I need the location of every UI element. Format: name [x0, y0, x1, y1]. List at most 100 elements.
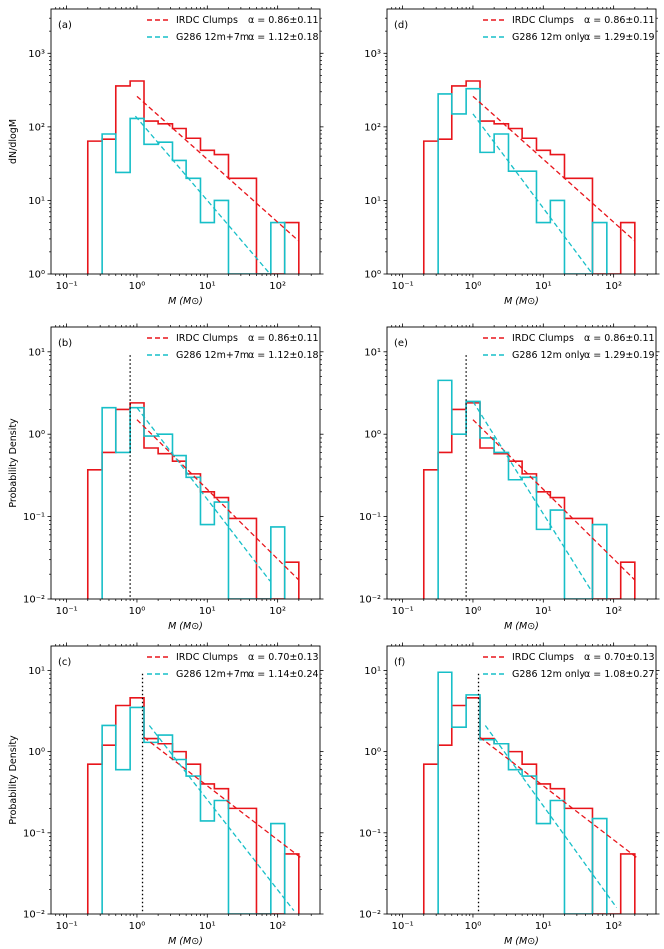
legend-label: G286 12m+7m	[176, 350, 249, 361]
y-tick-label: 10¹	[364, 666, 381, 677]
legend-label: IRDC Clumps	[176, 333, 238, 344]
x-tick-label: 10²	[269, 606, 286, 617]
x-tick-label: 10⁰	[465, 921, 482, 932]
y-tick-label: 10⁰	[364, 430, 381, 441]
y-tick-label: 10⁻¹	[359, 828, 381, 839]
y-tick-label: 10⁻²	[23, 910, 45, 921]
y-tick-label: 10⁻²	[359, 595, 381, 606]
y-tick-label: 10⁻¹	[23, 828, 45, 839]
fit-line-irdc	[136, 95, 300, 242]
axes-frame	[50, 8, 321, 275]
fit-line-g286	[134, 115, 271, 274]
axes-frame	[386, 645, 657, 915]
x-tick-label: 10²	[269, 921, 286, 932]
fit-line-irdc	[479, 736, 637, 858]
legend-label: G286 12m only	[512, 32, 585, 43]
fit-line-irdc	[472, 95, 636, 242]
histogram-g286	[101, 706, 286, 914]
panel-label: (f)	[394, 657, 405, 668]
x-tick-label: 10⁻¹	[392, 281, 414, 292]
x-tick-label: 10⁻¹	[392, 921, 414, 932]
fit-line-g286	[136, 407, 271, 582]
x-tick-label: 10⁰	[129, 921, 146, 932]
fit-line-irdc	[472, 419, 636, 581]
axes-frame	[50, 645, 321, 915]
y-tick-label: 10¹	[364, 196, 381, 207]
x-axis-label: M (M⊙)	[168, 936, 203, 947]
y-tick-label: 10⁻²	[23, 595, 45, 606]
x-tick-label: 10²	[605, 281, 622, 292]
legend-alpha: α = 1.12±0.18	[248, 350, 319, 361]
y-tick-label: 10⁰	[364, 747, 381, 758]
legend-alpha: α = 0.86±0.11	[248, 15, 319, 26]
x-tick-label: 10⁰	[465, 606, 482, 617]
histogram-irdc	[86, 402, 300, 599]
x-axis-label: M (M⊙)	[168, 621, 203, 632]
axes-frame	[386, 8, 657, 275]
legend-label: IRDC Clumps	[512, 333, 574, 344]
legend-alpha: α = 0.86±0.11	[248, 333, 319, 344]
legend-label: G286 12m+7m	[176, 669, 249, 680]
panel-label: (b)	[58, 338, 72, 349]
y-tick-label: 10²	[28, 122, 45, 133]
legend-alpha: α = 1.12±0.18	[248, 32, 319, 43]
fit-line-g286	[472, 113, 593, 274]
legend-label: IRDC Clumps	[176, 15, 238, 26]
panel-f: 10⁻¹ 10⁰ 10¹ 10² 10⁻² 10⁻¹ 10⁰ 10¹ M (M⊙) (f) IRDC…	[359, 642, 660, 947]
y-tick-label: 10⁰	[28, 430, 45, 441]
y-axis-label: Probability Density	[8, 418, 19, 508]
x-tick-label: 10¹	[535, 281, 552, 292]
fit-line-irdc	[143, 736, 301, 858]
histogram-irdc	[422, 80, 636, 274]
x-tick-label: 10⁰	[465, 281, 482, 292]
x-tick-label: 10⁻¹	[56, 281, 78, 292]
y-tick-label: 10²	[364, 122, 381, 133]
fit-line-g286	[484, 725, 618, 908]
x-tick-label: 10¹	[535, 921, 552, 932]
legend-alpha: α = 1.29±0.19	[584, 32, 655, 43]
panel-e: 10⁻¹ 10⁰ 10¹ 10² 10⁻² 10⁻¹ 10⁰ 10¹ M (M⊙) (e) IRDC…	[359, 323, 660, 632]
panel-b: 10⁻¹ 10⁰ 10¹ 10² 10⁻² 10⁻¹ 10⁰ 10¹ M (M⊙) Probabi…	[8, 323, 324, 632]
legend-alpha: α = 0.70±0.13	[584, 652, 655, 663]
histogram-g286	[437, 671, 608, 914]
x-tick-label: 10²	[269, 281, 286, 292]
x-axis-label: M (M⊙)	[504, 296, 539, 307]
histogram-irdc	[86, 697, 300, 914]
legend-alpha: α = 0.86±0.11	[584, 333, 655, 344]
x-tick-label: 10²	[605, 606, 622, 617]
fit-line-g286	[472, 401, 594, 593]
legend-label: G286 12m only	[512, 669, 585, 680]
fit-line-g286	[148, 725, 295, 912]
panel-a: 10⁻¹ 10⁰ 10¹ 10² 10⁰ 10¹ 10² 10³ M (M⊙) dN/dlogM (…	[8, 5, 324, 307]
histogram-g286	[437, 379, 608, 599]
legend-alpha: α = 1.29±0.19	[584, 350, 655, 361]
legend-alpha: α = 1.08±0.27	[584, 669, 655, 680]
legend-alpha: α = 0.86±0.11	[584, 15, 655, 26]
axes-frame	[386, 326, 657, 600]
y-tick-label: 10¹	[28, 347, 45, 358]
y-tick-label: 10⁻¹	[359, 512, 381, 523]
histogram-g286	[101, 406, 286, 599]
y-axis-label: Probability Density	[8, 735, 19, 825]
y-tick-label: 10³	[364, 49, 381, 60]
y-tick-label: 10¹	[28, 196, 45, 207]
panel-label: (c)	[58, 657, 71, 668]
legend-alpha: α = 0.70±0.13	[248, 652, 319, 663]
y-tick-label: 10¹	[28, 666, 45, 677]
histogram-g286	[101, 117, 286, 274]
panel-c: 10⁻¹ 10⁰ 10¹ 10² 10⁻² 10⁻¹ 10⁰ 10¹ M (M⊙) Probabi…	[8, 642, 324, 947]
y-tick-label: 10⁻²	[359, 910, 381, 921]
legend-label: G286 12m+7m	[176, 32, 249, 43]
legend-label: G286 12m only	[512, 350, 585, 361]
x-tick-label: 10¹	[535, 606, 552, 617]
axes-frame	[50, 326, 321, 600]
y-tick-label: 10¹	[364, 347, 381, 358]
x-tick-label: 10¹	[199, 281, 216, 292]
histogram-irdc	[422, 697, 636, 914]
histogram-g286	[437, 87, 608, 274]
x-tick-label: 10⁰	[129, 606, 146, 617]
legend-alpha: α = 1.14±0.24	[248, 669, 319, 680]
x-tick-label: 10¹	[199, 606, 216, 617]
x-axis-label: M (M⊙)	[504, 621, 539, 632]
x-tick-label: 10⁰	[129, 281, 146, 292]
